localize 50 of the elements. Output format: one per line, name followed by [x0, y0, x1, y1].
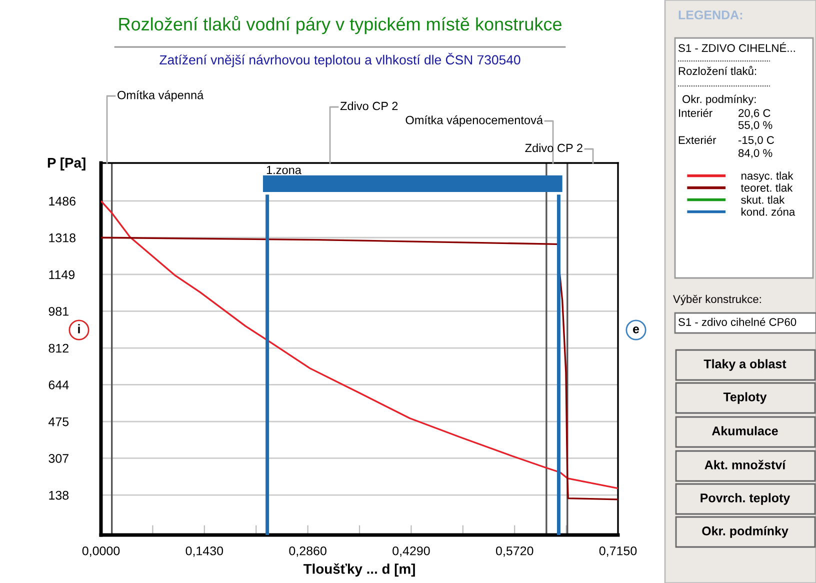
x-tick-label: 0,5720: [496, 546, 534, 557]
y-tick-label: 644: [48, 380, 69, 390]
line-series: [101, 236, 618, 500]
legend-label: skut. tlak: [741, 196, 785, 204]
text: Rozložení tlaků:: [678, 66, 756, 75]
y-tick-label: 1149: [49, 270, 75, 280]
text: Teploty: [723, 392, 767, 404]
legend-label: kond. zóna: [742, 208, 796, 216]
text: Povrch. teploty: [700, 493, 790, 505]
text: Omítka vápenocementová: [406, 115, 544, 127]
text: Exteriér: [678, 136, 716, 144]
x-axis-title: Tloušťky ... d [m]: [303, 563, 415, 577]
text: Akumulace: [712, 426, 778, 436]
text: Výběr konstrukce:: [673, 294, 761, 306]
text: S1 - ZDIVO CIHELNÉ...: [678, 42, 795, 52]
y-tick-label: 307: [48, 454, 68, 463]
text: 55,0 %: [738, 121, 772, 130]
y-tick-label: 1486: [49, 196, 76, 206]
y-tick-label: 475: [48, 417, 69, 426]
text: 20,6 C: [738, 109, 770, 118]
x-tick-label: 0,7150: [599, 546, 637, 557]
chart-title: Rozložení tlaků vodní páry v typickém místě konstrukce: [119, 16, 562, 34]
text: Zdivo CP 2: [340, 101, 398, 110]
annotation: 1.zona: [266, 166, 302, 174]
legend-label: teoret. tlak: [740, 184, 793, 192]
text: e: [633, 326, 640, 334]
y-tick-label: 981: [48, 306, 68, 316]
text: Interiér: [679, 108, 712, 117]
chart-subtitle: Zatížení vnější návrhovou teplotou a vlhkostí dle ČSN 730540: [160, 52, 520, 68]
y-tick-label: 138: [49, 490, 69, 500]
text: Omítka vápenná: [118, 90, 204, 102]
y-tick-label: 1318: [49, 233, 76, 242]
text: S1 - zdivo cihelné CP60: [678, 318, 796, 326]
x-tick-label: 0,0000: [82, 546, 120, 557]
x-tick-label: 0,4290: [392, 546, 430, 557]
text: Akt. množství: [704, 460, 786, 470]
text: Zdivo CP 2: [525, 144, 582, 152]
text: Tlaky a oblast: [704, 359, 786, 371]
line-series: [101, 200, 618, 490]
x-tick-label: 0,2860: [289, 546, 326, 557]
y-tick-label: 812: [48, 344, 68, 353]
text: i: [78, 324, 80, 334]
text: Okr. podmínky:: [682, 94, 756, 106]
text: LEGENDA:: [678, 10, 742, 20]
x-tick-label: 0,1430: [186, 546, 224, 557]
y-axis-title: P [Pa]: [48, 158, 86, 170]
text: 84,0 %: [738, 149, 772, 158]
text: -15,0 C: [738, 136, 774, 146]
legend-label: nasyc. tlak: [742, 172, 794, 182]
text: Okr. podmínky: [702, 526, 788, 538]
